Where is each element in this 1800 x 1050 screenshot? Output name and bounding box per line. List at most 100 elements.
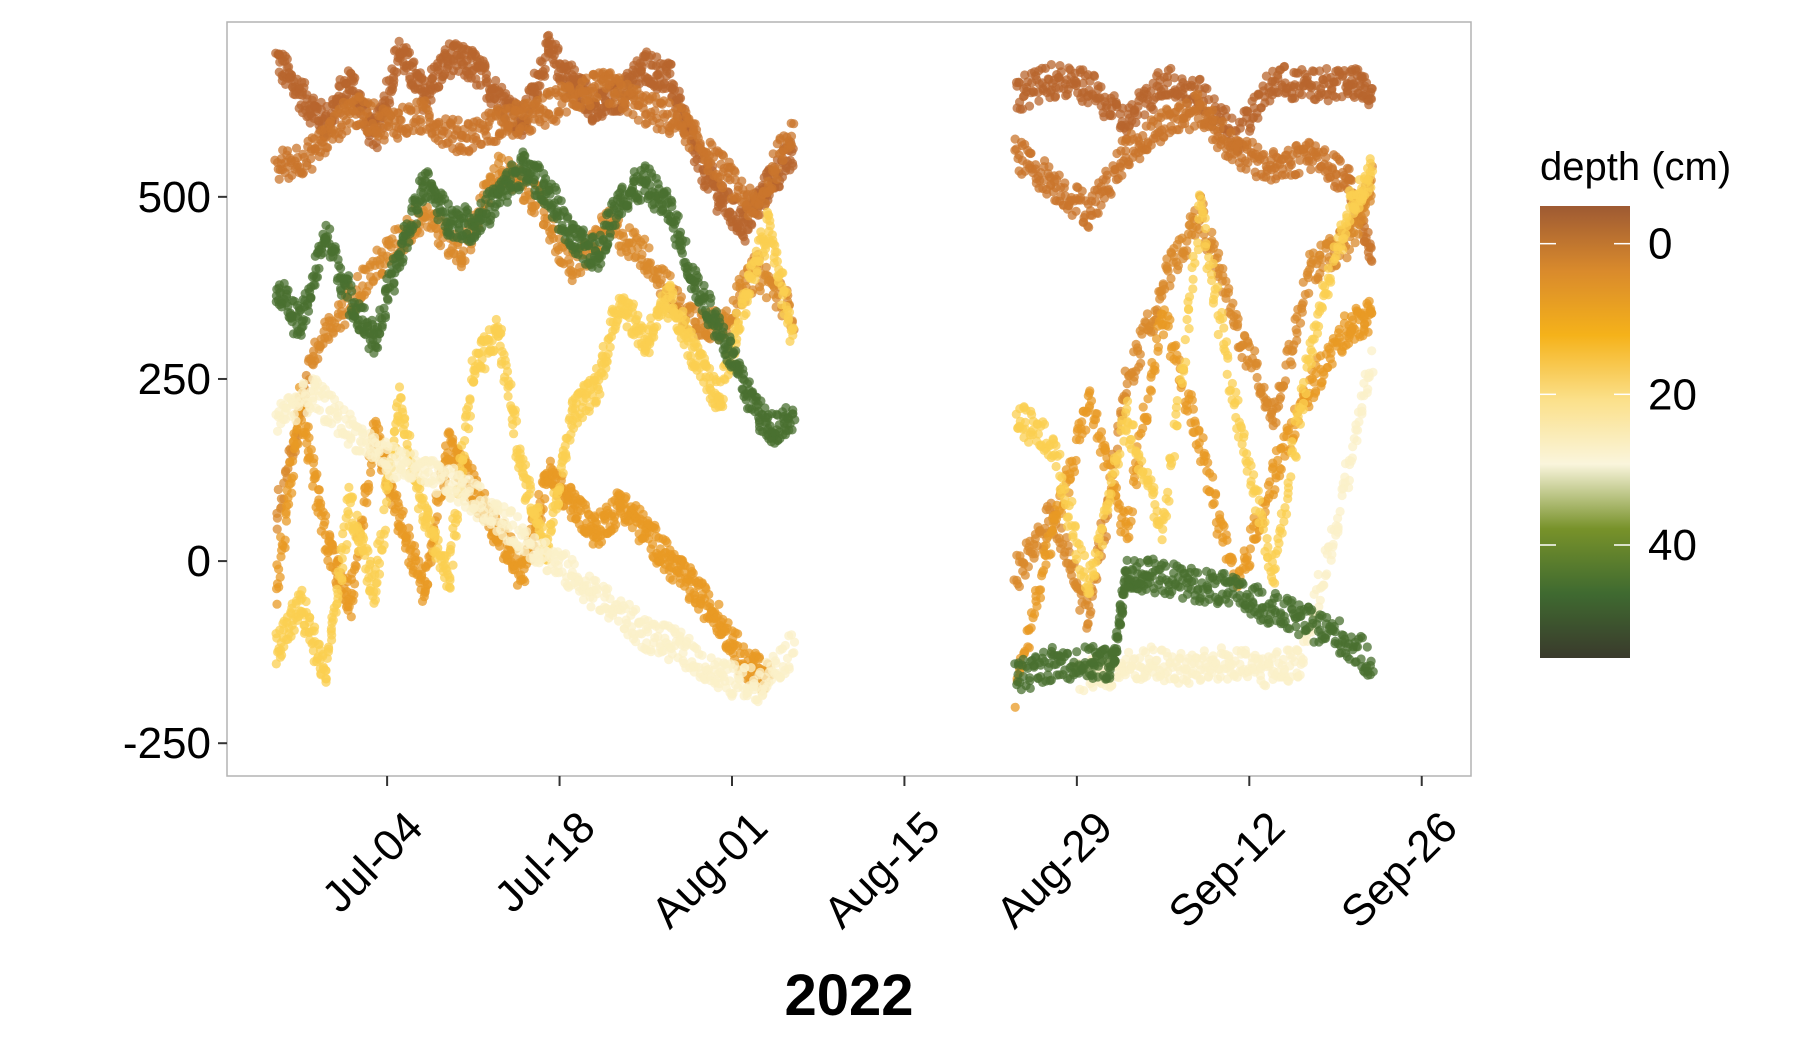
data-point: [398, 506, 408, 516]
data-point: [425, 515, 435, 525]
data-point: [306, 445, 316, 455]
data-point: [321, 510, 331, 521]
data-point: [541, 537, 551, 547]
data-point: [452, 510, 462, 520]
data-point: [289, 625, 299, 636]
data-point: [296, 330, 306, 340]
data-point: [338, 563, 348, 573]
data-point: [464, 424, 474, 434]
data-point: [432, 488, 442, 498]
data-point: [752, 266, 762, 276]
data-point: [608, 98, 618, 108]
data-point: [276, 552, 286, 562]
data-point: [448, 434, 458, 444]
data-point: [309, 453, 319, 464]
data-point: [434, 117, 444, 127]
data-point: [496, 328, 506, 339]
data-point: [772, 174, 782, 184]
data-point: [761, 199, 771, 209]
data-point: [585, 101, 595, 111]
data-point: [745, 289, 755, 299]
data-point: [778, 155, 788, 165]
data-point: [611, 520, 621, 530]
data-point: [558, 468, 568, 478]
data-point: [308, 93, 319, 103]
data-point: [786, 131, 797, 141]
data-point: [344, 482, 354, 492]
data-point: [362, 108, 372, 118]
data-point: [306, 154, 316, 164]
data-point: [309, 626, 319, 636]
data-point: [298, 380, 308, 390]
data-point: [789, 637, 800, 647]
data-point: [346, 612, 356, 622]
data-point: [388, 84, 398, 94]
data-point: [312, 272, 322, 282]
data-point: [382, 497, 392, 507]
data-point: [298, 168, 308, 178]
data-point: [535, 81, 545, 91]
data-point: [735, 324, 745, 334]
data-point: [681, 236, 691, 246]
data-point: [540, 494, 550, 504]
data-point: [327, 630, 337, 640]
data-point: [603, 584, 613, 594]
data-point: [508, 429, 519, 439]
data-point: [676, 627, 686, 637]
data-point: [445, 583, 455, 593]
data-point: [520, 576, 530, 587]
data-point: [652, 322, 662, 332]
data-point: [445, 573, 455, 583]
data-point: [423, 580, 433, 590]
data-point: [718, 394, 728, 404]
data-point: [491, 75, 501, 86]
data-point: [520, 460, 531, 470]
data-point: [283, 285, 293, 295]
data-point: [569, 65, 580, 75]
data-point: [301, 596, 311, 607]
data-point: [282, 54, 292, 64]
data-point: [789, 648, 799, 658]
data-point: [384, 481, 394, 491]
data-point: [319, 520, 329, 531]
data-point: [511, 416, 522, 426]
data-point: [695, 138, 705, 148]
data-point: [475, 481, 485, 492]
data-point: [374, 558, 385, 569]
data-point: [465, 395, 475, 405]
data-point: [416, 117, 426, 127]
data-point: [359, 534, 369, 544]
data-point: [424, 110, 434, 120]
data-point: [561, 453, 571, 463]
data-point: [684, 143, 694, 153]
data-point: [366, 467, 376, 477]
data-point: [434, 82, 444, 92]
data-point: [322, 143, 333, 153]
data-point: [788, 161, 798, 171]
data-point: [506, 379, 516, 389]
data-point: [621, 492, 631, 502]
data-point: [423, 169, 433, 179]
data-point: [778, 268, 788, 278]
data-point: [314, 263, 324, 274]
data-point: [349, 590, 359, 600]
data-point: [502, 366, 513, 377]
data-point: [360, 120, 370, 130]
data-point: [287, 473, 297, 483]
data-point: [503, 391, 513, 401]
data-point: [372, 578, 382, 588]
data-point: [389, 286, 399, 296]
data-point: [412, 219, 422, 229]
data-point: [398, 254, 408, 264]
data-point: [786, 140, 797, 150]
data-point: [746, 663, 756, 673]
data-point: [553, 45, 563, 55]
data-point: [321, 674, 331, 684]
data-point: [561, 107, 572, 117]
data-point: [372, 343, 383, 353]
data-point: [333, 589, 343, 599]
data-point: [529, 533, 540, 543]
data-point: [362, 498, 372, 508]
